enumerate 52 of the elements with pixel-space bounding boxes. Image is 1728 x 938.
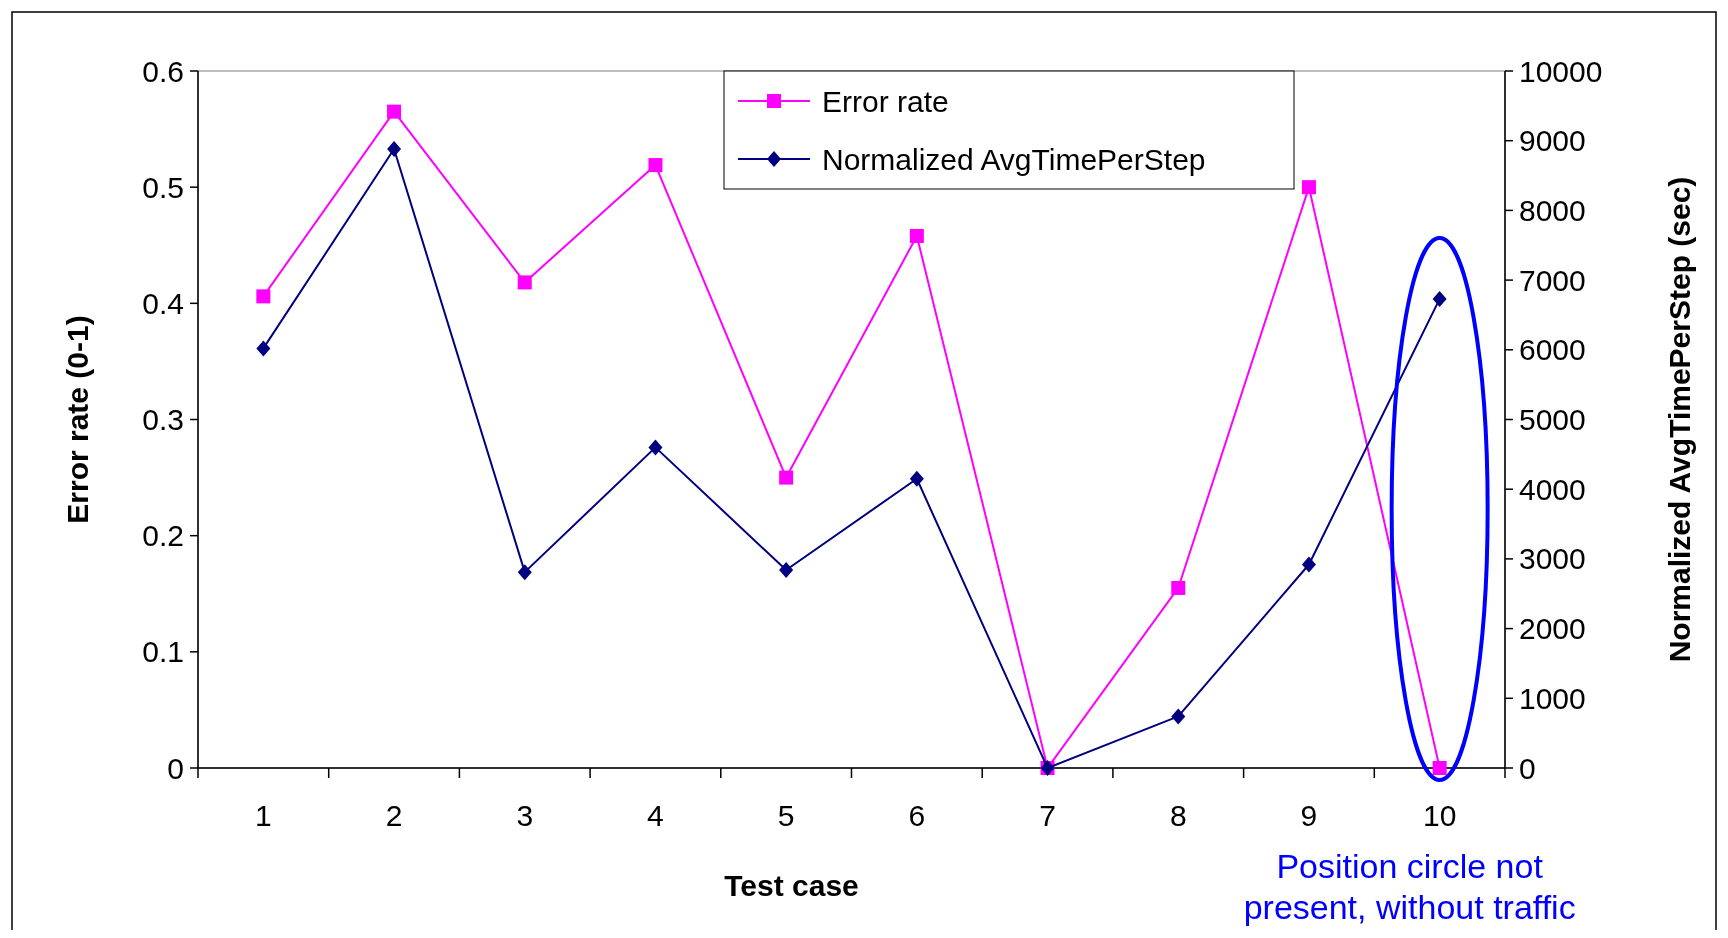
y2-axis-title: Normalized AvgTimePerStep (sec) bbox=[1663, 176, 1696, 663]
x-tick-label: 10 bbox=[1422, 799, 1457, 832]
x-tick-label: 4 bbox=[647, 799, 664, 832]
point bbox=[1301, 556, 1316, 573]
y2-tick-label: 8000 bbox=[1519, 193, 1586, 227]
legend-label: Normalized AvgTimePerStep bbox=[822, 142, 1206, 176]
y2-tick-label: 4000 bbox=[1519, 472, 1586, 506]
point bbox=[909, 228, 924, 243]
point bbox=[1171, 708, 1186, 725]
y2-tick-label: 6000 bbox=[1519, 333, 1586, 367]
point bbox=[648, 439, 663, 456]
point bbox=[387, 141, 402, 158]
x-tick-label: 3 bbox=[516, 799, 534, 832]
y2-tick-label: 0 bbox=[1519, 751, 1536, 785]
x-tick-label: 1 bbox=[255, 799, 272, 832]
y2-tick-label: 2000 bbox=[1519, 612, 1586, 646]
y-tick-label: 0.6 bbox=[142, 54, 184, 88]
x-axis-title: Test case bbox=[724, 869, 859, 902]
y-tick-label: 0 bbox=[167, 751, 184, 785]
point bbox=[779, 562, 794, 579]
x-tick-label: 7 bbox=[1039, 799, 1056, 832]
y2-tick-label: 9000 bbox=[1519, 124, 1586, 158]
x-tick-label: 9 bbox=[1300, 799, 1318, 832]
point bbox=[779, 470, 794, 485]
legend-label: Error rate bbox=[822, 84, 949, 118]
point bbox=[909, 470, 924, 487]
x-tick-label: 8 bbox=[1169, 799, 1187, 832]
x-tick-label: 6 bbox=[908, 799, 926, 832]
y2-tick-label: 7000 bbox=[1519, 263, 1586, 297]
point bbox=[517, 275, 532, 290]
y-tick-label: 0.1 bbox=[142, 635, 184, 669]
point bbox=[1432, 761, 1447, 775]
y-tick-label: 0.2 bbox=[142, 519, 184, 553]
x-tick-label: 5 bbox=[777, 799, 795, 832]
point bbox=[387, 104, 402, 119]
y-tick-label: 0.5 bbox=[142, 170, 184, 204]
x-tick-label: 2 bbox=[385, 799, 403, 832]
point bbox=[256, 289, 271, 304]
y2-tick-label: 10000 bbox=[1519, 54, 1603, 88]
y2-tick-label: 5000 bbox=[1519, 403, 1586, 436]
y2-tick-label: 1000 bbox=[1519, 681, 1586, 715]
point bbox=[648, 158, 663, 173]
y2-tick-label: 3000 bbox=[1519, 542, 1586, 576]
point bbox=[1171, 580, 1186, 595]
point bbox=[1432, 290, 1447, 307]
text: Position circle not present, without traffic bbox=[1243, 847, 1576, 926]
point bbox=[256, 340, 271, 357]
y-tick-label: 0.4 bbox=[142, 286, 184, 320]
point bbox=[1301, 180, 1316, 195]
y-axis-title: Error rate (0-1) bbox=[61, 315, 94, 524]
y-tick-label: 0.3 bbox=[142, 403, 184, 436]
point bbox=[517, 564, 532, 581]
